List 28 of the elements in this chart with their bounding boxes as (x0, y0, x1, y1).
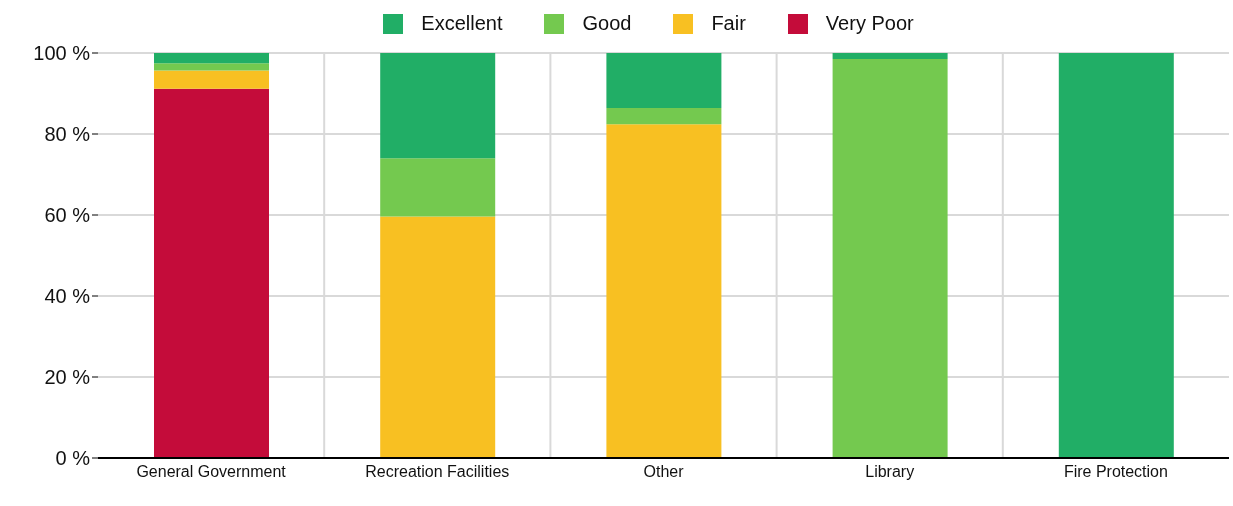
bar (380, 158, 496, 217)
x-tick-label: Other (643, 463, 685, 481)
x-tick-label: Recreation Facilities (365, 463, 510, 481)
y-tick-label: 60 % (44, 204, 91, 227)
x-tick-label: Library (865, 463, 915, 481)
bar (154, 70, 269, 89)
bar (154, 88, 269, 458)
bar (606, 124, 722, 458)
bar (380, 216, 496, 458)
legend-label: Excellent (420, 12, 503, 35)
y-tick-label: 40 % (44, 285, 91, 308)
y-tick-label: 80 % (44, 123, 91, 146)
legend-label: Fair (710, 12, 746, 35)
legend-label: Good (581, 12, 632, 35)
bar (606, 108, 722, 125)
legend-label: Very Poor (824, 12, 914, 35)
y-tick-label: 20 % (44, 366, 91, 389)
bar (154, 53, 269, 64)
bar (380, 53, 496, 159)
bar (832, 53, 948, 60)
bar (154, 63, 269, 71)
y-tick-label: 0 % (55, 447, 91, 470)
bar (606, 53, 722, 109)
bar (832, 59, 948, 458)
x-tick-label: Fire Protection (1063, 463, 1168, 481)
bar (1058, 53, 1174, 458)
y-tick-label: 100 % (33, 42, 91, 65)
x-tick-label: General Government (136, 463, 287, 481)
